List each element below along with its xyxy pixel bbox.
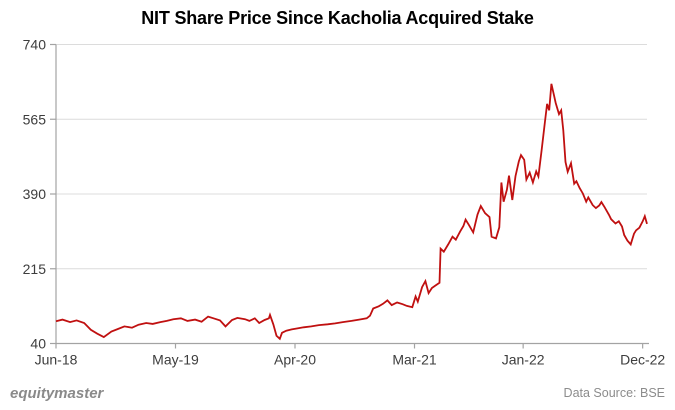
x-tick-label: Dec-22: [620, 352, 665, 368]
x-tick-label: Apr-20: [274, 352, 316, 368]
x-tick-label: May-19: [152, 352, 199, 368]
price-line: [55, 83, 648, 341]
y-tick-label: 215: [23, 261, 47, 277]
y-tick-label: 740: [23, 37, 47, 53]
x-tick-label: Jun-18: [35, 352, 78, 368]
y-tick-label: 40: [30, 336, 46, 352]
chart-title: NIT Share Price Since Kacholia Acquired …: [141, 8, 534, 28]
equitymaster-logo: equitymaster: [10, 385, 104, 402]
x-tick-label: Jan-22: [502, 352, 545, 368]
y-tick-label: 565: [23, 111, 47, 127]
x-tick-label: Mar-21: [392, 352, 437, 368]
y-tick-label: 390: [23, 186, 47, 202]
data-source-label: Data Source: BSE: [563, 386, 665, 400]
